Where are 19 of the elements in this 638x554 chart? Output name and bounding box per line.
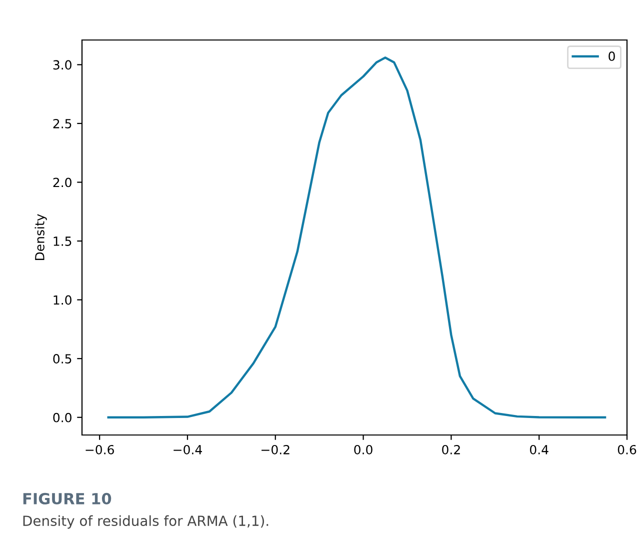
x-tick-label: 0.2: [442, 444, 460, 454]
line-series: [107, 56, 606, 418]
y-tick-label: 0.0: [53, 412, 72, 422]
x-tick-label: 0.0: [354, 444, 372, 454]
text: Density of residuals for ARMA (1,1).: [23, 515, 268, 529]
legend-label: 0: [608, 51, 615, 61]
y-tick-label: 2.0: [53, 178, 72, 188]
x-tick-label: −0.6: [86, 444, 114, 454]
y-tick-label: 1.5: [54, 236, 72, 246]
x-tick-label: −0.2: [262, 444, 290, 454]
y-tick-label: 0.5: [53, 354, 72, 364]
x-tick-label: 0.4: [530, 444, 548, 454]
y-axis-title: Density: [34, 214, 47, 260]
caption: FIGURE 10: [23, 492, 112, 504]
x-tick-label: 0.6: [618, 444, 636, 454]
x-tick-label: −0.4: [174, 444, 202, 454]
y-tick-label: 3.0: [53, 60, 72, 70]
y-tick-label: 1.0: [54, 295, 72, 305]
y-tick-label: 2.5: [53, 118, 72, 128]
